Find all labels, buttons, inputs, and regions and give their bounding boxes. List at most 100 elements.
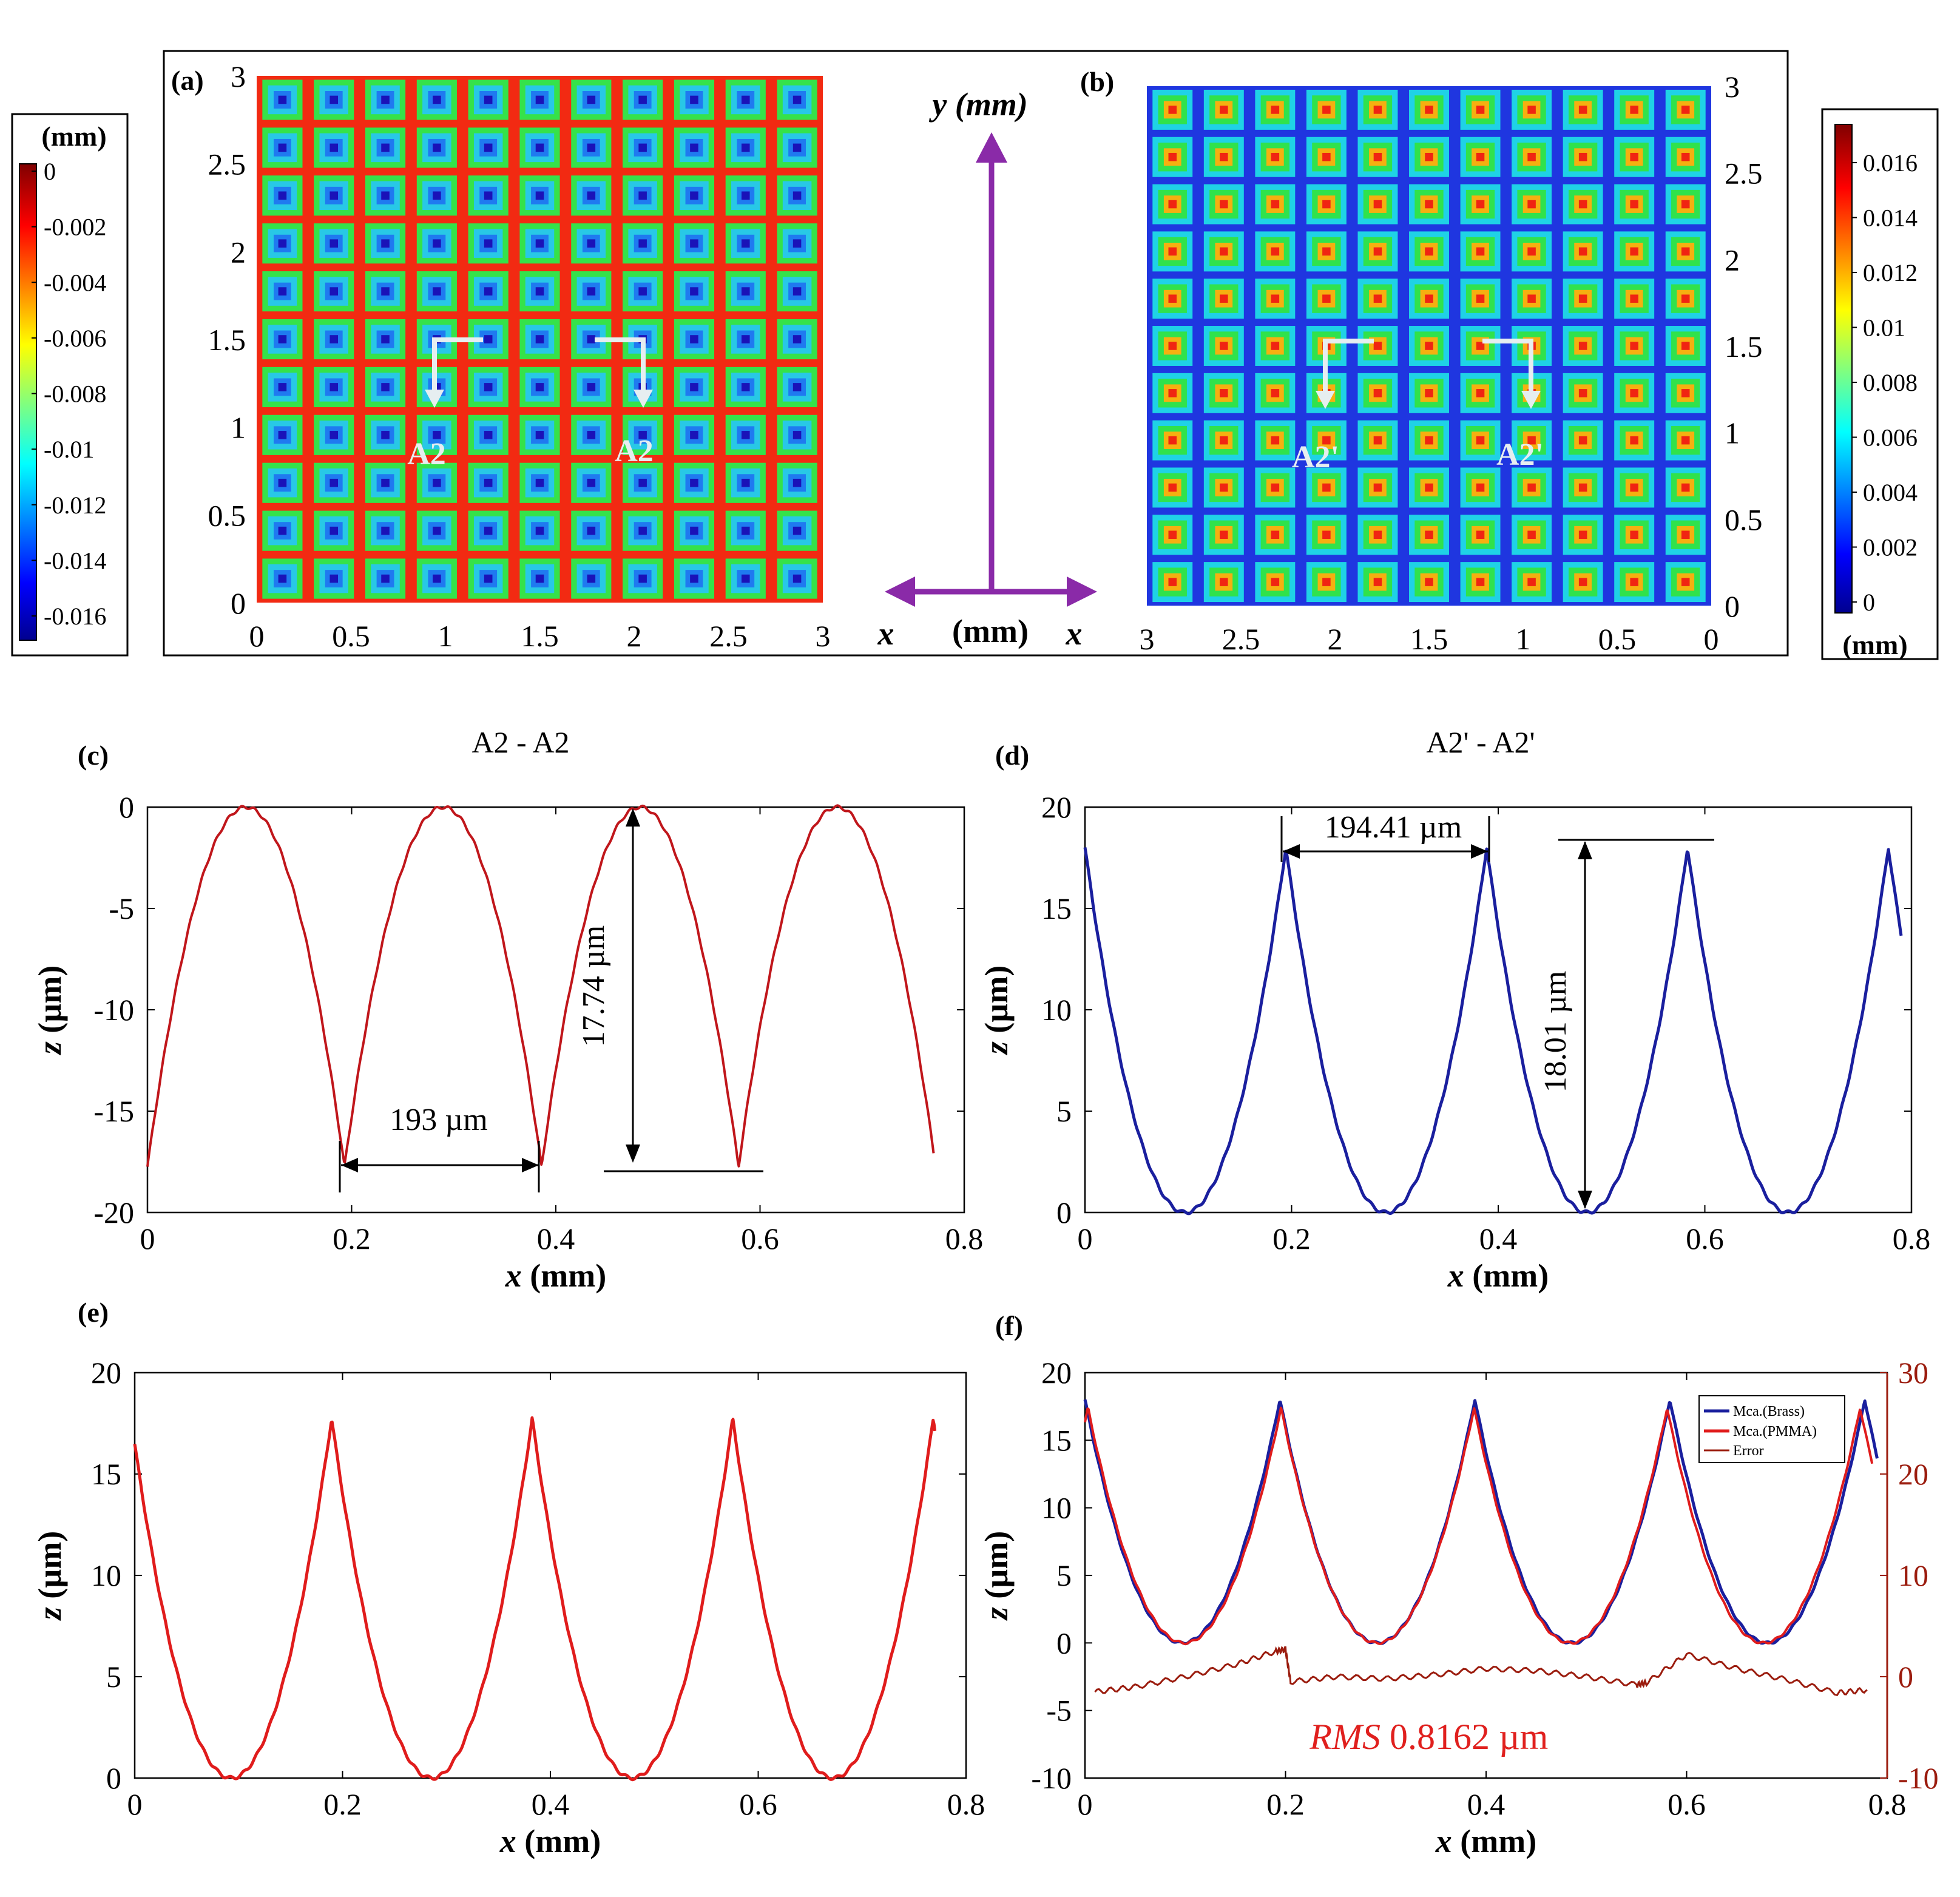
- heatmap-cell-core: [433, 526, 441, 535]
- heatmap-cell-core: [1578, 530, 1587, 539]
- y-tick-label: 20: [1041, 790, 1072, 824]
- heatmap-cell-core: [1630, 578, 1638, 586]
- heatmap-cell-core: [1271, 530, 1280, 539]
- heatmap-cell-core: [1220, 106, 1228, 114]
- heatmap-cell-core: [1476, 152, 1485, 161]
- heatmap-x-tick-label: 2.5: [709, 619, 748, 653]
- heatmap-cell-core: [1271, 294, 1280, 303]
- heatmap-cell-core: [690, 95, 698, 104]
- panel-c-annotations: 193 µm 17.74 µm: [339, 808, 763, 1192]
- heatmap-cell-core: [1322, 578, 1331, 586]
- heatmap-cell-core: [741, 431, 750, 439]
- heatmap-cell-core: [1476, 436, 1485, 445]
- heatmap-y-tick-label: 1.5: [208, 323, 246, 357]
- heatmap-cell-core: [433, 574, 441, 583]
- heatmap-cell-core: [381, 526, 390, 535]
- heatmap-x-tick-label: 1: [438, 619, 453, 653]
- heatmap-cell-core: [1373, 342, 1382, 350]
- heatmap-cell-core: [1220, 294, 1228, 303]
- heatmap-cell-core: [741, 239, 750, 248]
- heatmap-cell-core: [484, 478, 493, 487]
- y-tick-label: 10: [91, 1558, 121, 1592]
- heatmap-cell-core: [1681, 483, 1690, 492]
- heatmap-cell-core: [741, 335, 750, 343]
- heatmap-x-tick-label: 0.5: [1598, 622, 1637, 656]
- x-tick-label: 0.8: [945, 1222, 984, 1256]
- heatmap-cell-core: [535, 383, 544, 391]
- panel-d-label: (d): [995, 740, 1029, 771]
- legend-pmma: Mca.(PMMA): [1733, 1424, 1817, 1439]
- colorbar-left-tick-label: -0.014: [44, 547, 106, 574]
- colorbar-right-gradient: [1834, 124, 1853, 614]
- heatmap-cell-core: [1681, 389, 1690, 397]
- heatmap-cell-core: [1322, 152, 1331, 161]
- colorbar-right-tick-label: 0.016: [1863, 149, 1918, 177]
- rms-value: 0.8162 µm: [1390, 1717, 1548, 1757]
- y-tick-label: 20: [91, 1356, 121, 1390]
- heatmap-cell-core: [381, 431, 390, 439]
- heatmap-cell-core: [792, 287, 802, 296]
- heatmap-cell-core: [1168, 200, 1177, 209]
- heatmap-cell-core: [792, 526, 802, 535]
- heatmap-cell-core: [1322, 106, 1331, 114]
- heatmap-cell-core: [1630, 152, 1638, 161]
- heatmap-cell-core: [1373, 530, 1382, 539]
- y2-tick-label: 30: [1898, 1356, 1928, 1390]
- x-tick-label: 0.4: [537, 1222, 575, 1256]
- heatmap-cell-core: [792, 431, 802, 439]
- series-brass: [1083, 1399, 1879, 1646]
- heatmap-cell-core: [1425, 578, 1433, 586]
- heatmap-cell-core: [1527, 152, 1536, 161]
- heatmap-cell-core: [1425, 200, 1433, 209]
- heatmap-cell-core: [1220, 436, 1228, 445]
- heatmap-cell-core: [535, 191, 544, 200]
- heatmap-cell-core: [1681, 530, 1690, 539]
- heatmap-cell-core: [1168, 294, 1177, 303]
- heatmap-cell-core: [1630, 436, 1638, 445]
- heatmap-cell-core: [587, 526, 596, 535]
- height-label-d: 18.01 µm: [1538, 971, 1573, 1092]
- heatmap-cell-core: [1168, 342, 1177, 350]
- heatmap-cell-core: [433, 431, 441, 439]
- heatmap-cell-core: [587, 383, 596, 391]
- heatmap-cell-core: [690, 143, 698, 152]
- heatmap-cell-core: [1271, 578, 1280, 586]
- y-axis-label: z (µm): [978, 1531, 1015, 1621]
- y2-tick-label: -10: [1898, 1761, 1939, 1795]
- colorbar-right-tick-label: 0.002: [1863, 534, 1918, 561]
- heatmap-cell-core: [792, 143, 802, 152]
- heatmap-cell-core: [1630, 247, 1638, 256]
- section-marker: A2': [1292, 339, 1374, 475]
- heatmap-cell-core: [278, 191, 287, 200]
- heatmap-cell-core: [1220, 483, 1228, 492]
- heatmap-cell-core: [1271, 200, 1280, 209]
- colorbar-left: (mm) 0 -0.002 -0.004 -0.006 -0.008 -0.01 -0.01…: [11, 113, 129, 657]
- heatmap-y-tick-label: 1: [231, 411, 246, 445]
- panel-d-annotations: 194.41 µm 18.01 µm: [1280, 810, 1714, 1209]
- heatmap-cell-core: [1271, 483, 1280, 492]
- x-axis-label: x (mm): [499, 1823, 601, 1859]
- y-tick-label: -10: [93, 993, 134, 1027]
- heatmap-cell-core: [1425, 152, 1433, 161]
- colorbar-right: 0.016 0.014 0.012 0.01 0.008 0.006 0.004 0.002 0…: [1821, 108, 1939, 660]
- heatmap-y-tick-label: 1: [1725, 416, 1740, 450]
- heatmap-cell-core: [535, 574, 544, 583]
- heatmap-cell-core: [1373, 578, 1382, 586]
- heatmap-cell-core: [1271, 247, 1280, 256]
- heatmap-cell-core: [1630, 389, 1638, 397]
- heatmap-cell-core: [1168, 389, 1177, 397]
- x-tick-label: 0.6: [1686, 1222, 1724, 1256]
- heatmap-y-tick-label: 0.5: [208, 498, 246, 532]
- y-tick-label: 0: [1056, 1195, 1072, 1229]
- panel-d-title: A2' - A2': [1426, 725, 1535, 759]
- heatmap-cell-core: [433, 95, 441, 104]
- y-tick-label: 15: [1041, 1423, 1072, 1457]
- heatmap-cell-core: [1476, 200, 1485, 209]
- legend-box: [1698, 1395, 1845, 1463]
- heatmap-cell-core: [587, 335, 596, 343]
- x-tick-label: 0: [1078, 1222, 1093, 1256]
- heatmap-cell-core: [1527, 294, 1536, 303]
- heatmap-cell-core: [433, 239, 441, 248]
- heatmap-cell-core: [741, 95, 750, 104]
- heatmap-y-tick-label: 2.5: [1725, 157, 1763, 191]
